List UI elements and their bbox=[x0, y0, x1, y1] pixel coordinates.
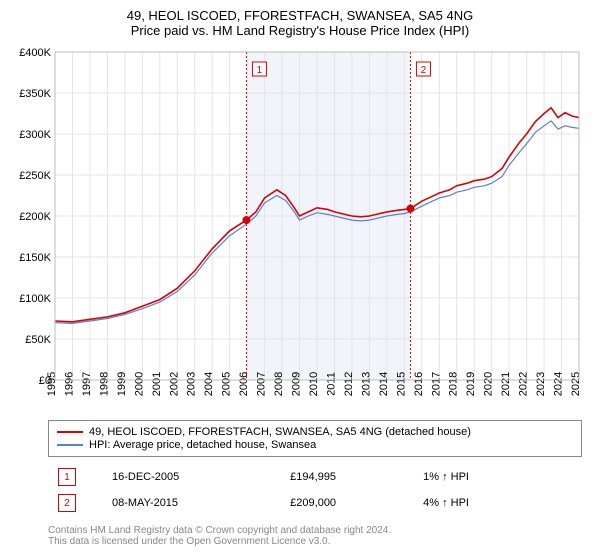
svg-text:£100K: £100K bbox=[19, 293, 51, 305]
svg-text:2014: 2014 bbox=[378, 372, 390, 396]
svg-text:2009: 2009 bbox=[291, 372, 303, 396]
footer: Contains HM Land Registry data © Crown c… bbox=[48, 525, 582, 547]
svg-text:1995: 1995 bbox=[46, 372, 58, 396]
marker-badge: 1 bbox=[58, 468, 76, 486]
svg-text:2002: 2002 bbox=[168, 372, 180, 396]
title-line-1: 49, HEOL ISCOED, FFORESTFACH, SWANSEA, S… bbox=[8, 8, 592, 23]
svg-text:£200K: £200K bbox=[19, 211, 51, 223]
legend: 49, HEOL ISCOED, FFORESTFACH, SWANSEA, S… bbox=[48, 420, 582, 457]
svg-text:2010: 2010 bbox=[308, 372, 320, 396]
svg-text:£50K: £50K bbox=[25, 334, 51, 346]
svg-text:£300K: £300K bbox=[19, 129, 51, 141]
svg-text:2001: 2001 bbox=[151, 372, 163, 396]
table-row: 2 08-MAY-2015 £209,000 4% ↑ HPI bbox=[50, 491, 546, 515]
transaction-date: 08-MAY-2015 bbox=[104, 491, 280, 515]
table-row: 1 16-DEC-2005 £194,995 1% ↑ HPI bbox=[50, 465, 546, 489]
svg-text:1997: 1997 bbox=[81, 372, 93, 396]
transaction-date: 16-DEC-2005 bbox=[104, 465, 280, 489]
svg-text:£150K: £150K bbox=[19, 252, 51, 264]
svg-text:2006: 2006 bbox=[238, 372, 250, 396]
svg-text:2022: 2022 bbox=[518, 372, 530, 396]
svg-text:2015: 2015 bbox=[395, 372, 407, 396]
svg-text:1: 1 bbox=[257, 65, 263, 76]
footer-line-1: Contains HM Land Registry data © Crown c… bbox=[48, 525, 582, 536]
marker-badge: 2 bbox=[58, 494, 76, 512]
svg-text:2019: 2019 bbox=[465, 372, 477, 396]
title-line-2: Price paid vs. HM Land Registry's House … bbox=[8, 23, 592, 38]
legend-swatch bbox=[57, 444, 83, 446]
svg-text:2003: 2003 bbox=[186, 372, 198, 396]
svg-text:2018: 2018 bbox=[448, 372, 460, 396]
legend-swatch bbox=[57, 431, 83, 433]
svg-text:2016: 2016 bbox=[413, 372, 425, 396]
transactions-table: 1 16-DEC-2005 £194,995 1% ↑ HPI 2 08-MAY… bbox=[48, 463, 548, 517]
svg-text:2008: 2008 bbox=[273, 372, 285, 396]
transaction-price: £194,995 bbox=[282, 465, 413, 489]
svg-text:2025: 2025 bbox=[570, 372, 582, 396]
svg-text:2024: 2024 bbox=[553, 372, 565, 396]
svg-text:2012: 2012 bbox=[343, 372, 355, 396]
svg-text:£250K: £250K bbox=[19, 170, 51, 182]
chart-svg: £0£50K£100K£150K£200K£250K£300K£350K£400… bbox=[15, 44, 585, 414]
transaction-delta: 1% ↑ HPI bbox=[415, 465, 546, 489]
svg-text:£350K: £350K bbox=[19, 88, 51, 100]
svg-text:2013: 2013 bbox=[360, 372, 372, 396]
chart-title: 49, HEOL ISCOED, FFORESTFACH, SWANSEA, S… bbox=[8, 8, 592, 38]
price-chart: £0£50K£100K£150K£200K£250K£300K£350K£400… bbox=[15, 44, 585, 414]
svg-text:2020: 2020 bbox=[483, 372, 495, 396]
svg-text:2005: 2005 bbox=[221, 372, 233, 396]
legend-label: 49, HEOL ISCOED, FFORESTFACH, SWANSEA, S… bbox=[89, 426, 471, 438]
svg-text:2017: 2017 bbox=[430, 372, 442, 396]
svg-text:2021: 2021 bbox=[500, 372, 512, 396]
svg-text:2: 2 bbox=[421, 65, 427, 76]
transaction-delta: 4% ↑ HPI bbox=[415, 491, 546, 515]
legend-label: HPI: Average price, detached house, Swan… bbox=[89, 439, 316, 451]
legend-row: HPI: Average price, detached house, Swan… bbox=[57, 439, 573, 451]
svg-text:2011: 2011 bbox=[325, 372, 337, 396]
svg-text:2007: 2007 bbox=[256, 372, 268, 396]
svg-text:1999: 1999 bbox=[116, 372, 128, 396]
svg-text:2000: 2000 bbox=[133, 372, 145, 396]
svg-text:£400K: £400K bbox=[19, 47, 51, 59]
svg-text:1996: 1996 bbox=[63, 372, 75, 396]
svg-text:1998: 1998 bbox=[98, 372, 110, 396]
svg-text:2023: 2023 bbox=[535, 372, 547, 396]
legend-row: 49, HEOL ISCOED, FFORESTFACH, SWANSEA, S… bbox=[57, 426, 573, 438]
svg-text:2004: 2004 bbox=[203, 372, 215, 396]
transaction-price: £209,000 bbox=[282, 491, 413, 515]
footer-line-2: This data is licensed under the Open Gov… bbox=[48, 536, 582, 547]
